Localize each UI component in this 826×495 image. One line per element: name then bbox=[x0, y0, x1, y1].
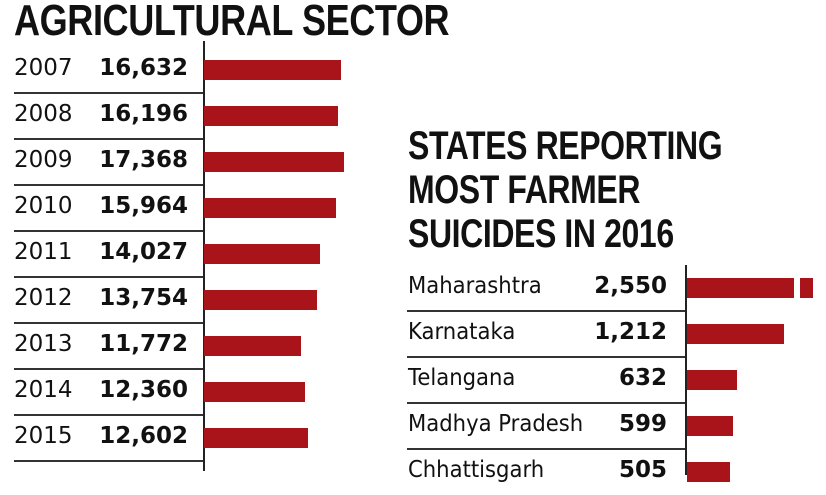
table-row: Chhattisgarh 505 bbox=[407, 449, 826, 495]
value-label: 2,550 bbox=[594, 273, 667, 299]
state-label: Telangana bbox=[408, 365, 516, 391]
row-divider bbox=[14, 138, 203, 140]
state-label: Chhattisgarh bbox=[408, 457, 545, 483]
year-label: 2008 bbox=[14, 101, 73, 127]
table-row: Telangana 632 bbox=[407, 357, 826, 403]
right-axis-line bbox=[685, 265, 687, 475]
value-label: 505 bbox=[618, 457, 667, 483]
row-divider bbox=[14, 368, 203, 370]
table-row: 2010 15,964 bbox=[14, 185, 414, 231]
row-divider bbox=[407, 402, 685, 404]
table-row: 2013 11,772 bbox=[14, 323, 414, 369]
year-label: 2012 bbox=[14, 285, 73, 311]
bar bbox=[204, 290, 317, 310]
table-row: 2009 17,368 bbox=[14, 139, 414, 185]
value-label: 1,212 bbox=[594, 319, 667, 345]
bar bbox=[204, 382, 305, 402]
table-row: 2012 13,754 bbox=[14, 277, 414, 323]
row-divider bbox=[14, 276, 203, 278]
bar bbox=[687, 416, 733, 436]
bar bbox=[687, 370, 737, 390]
right-title-line-2: MOST FARMER bbox=[408, 168, 641, 212]
bar bbox=[687, 462, 730, 482]
state-label: Madhya Pradesh bbox=[408, 411, 584, 437]
bar bbox=[204, 152, 344, 172]
right-chart-title: STATES REPORTING MOST FARMER SUICIDES IN… bbox=[408, 124, 723, 256]
value-label: 599 bbox=[618, 411, 667, 437]
bar bbox=[687, 278, 794, 298]
year-label: 2009 bbox=[14, 147, 73, 173]
left-chart-title: AGRICULTURAL SECTOR bbox=[14, 0, 450, 45]
row-divider bbox=[14, 322, 203, 324]
value-label: 632 bbox=[618, 365, 667, 391]
table-row: Maharashtra 2,550 bbox=[407, 265, 826, 311]
left-axis-line bbox=[203, 41, 205, 471]
value-label: 13,754 bbox=[99, 285, 188, 311]
right-title-line-1: STATES REPORTING bbox=[408, 124, 723, 168]
state-label: Karnataka bbox=[408, 319, 516, 345]
row-divider bbox=[407, 310, 685, 312]
bar bbox=[204, 336, 301, 356]
year-label: 2007 bbox=[14, 55, 73, 81]
table-row: 2014 12,360 bbox=[14, 369, 414, 415]
row-divider bbox=[407, 448, 685, 450]
value-label: 12,602 bbox=[99, 423, 188, 449]
table-row: 2015 12,602 bbox=[14, 415, 414, 461]
row-divider bbox=[14, 414, 203, 416]
row-divider bbox=[14, 184, 203, 186]
value-label: 17,368 bbox=[99, 147, 188, 173]
bar bbox=[204, 198, 336, 218]
value-label: 14,027 bbox=[99, 239, 188, 265]
bar bbox=[204, 428, 308, 448]
table-row: 2007 16,632 bbox=[14, 47, 414, 93]
bar bbox=[204, 106, 338, 126]
value-label: 16,196 bbox=[99, 101, 188, 127]
row-divider bbox=[407, 356, 685, 358]
bar bbox=[204, 244, 320, 264]
value-label: 15,964 bbox=[99, 193, 188, 219]
value-label: 16,632 bbox=[99, 55, 188, 81]
table-row: 2011 14,027 bbox=[14, 231, 414, 277]
value-label: 12,360 bbox=[99, 377, 188, 403]
state-label: Maharashtra bbox=[408, 273, 542, 299]
bar bbox=[204, 60, 341, 80]
bar bbox=[687, 324, 784, 344]
table-row: Karnataka 1,212 bbox=[407, 311, 826, 357]
right-title-line-3: SUICIDES IN 2016 bbox=[408, 212, 674, 256]
row-divider bbox=[14, 230, 203, 232]
row-divider bbox=[14, 460, 203, 462]
year-label: 2014 bbox=[14, 377, 73, 403]
year-label: 2015 bbox=[14, 423, 73, 449]
bar-break-segment bbox=[800, 278, 813, 298]
year-label: 2011 bbox=[14, 239, 73, 265]
year-label: 2010 bbox=[14, 193, 73, 219]
table-row: 2008 16,196 bbox=[14, 93, 414, 139]
row-divider bbox=[14, 92, 203, 94]
year-label: 2013 bbox=[14, 331, 73, 357]
value-label: 11,772 bbox=[99, 331, 188, 357]
table-row: Madhya Pradesh 599 bbox=[407, 403, 826, 449]
